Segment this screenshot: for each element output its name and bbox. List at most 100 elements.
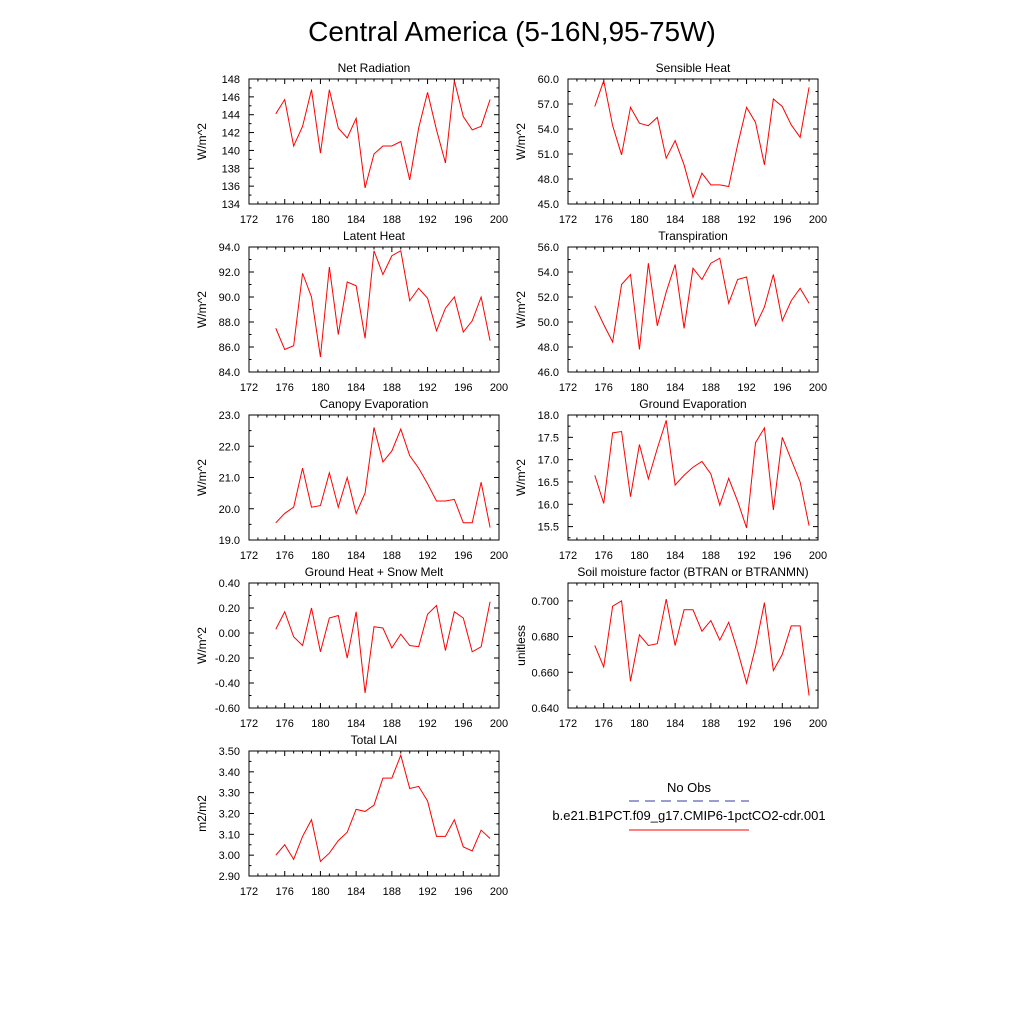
series-line — [275, 427, 491, 528]
y-tick-label: 46.0 — [538, 367, 559, 379]
x-tick-label: 200 — [490, 718, 508, 730]
x-tick-label: 176 — [276, 886, 294, 898]
x-tick-label: 192 — [737, 382, 755, 394]
y-tick-label: 2.90 — [219, 871, 240, 883]
x-tick-label: 180 — [311, 886, 329, 898]
y-tick-label: 0.40 — [219, 578, 240, 590]
x-tick-label: 172 — [559, 214, 577, 226]
series-line — [594, 420, 810, 529]
x-tick-label: 188 — [383, 214, 401, 226]
y-tick-label: 0.660 — [531, 667, 559, 679]
y-tick-label: 0.20 — [219, 603, 240, 615]
y-tick-label: 18.0 — [538, 410, 559, 422]
x-tick-label: 200 — [490, 382, 508, 394]
y-tick-label: 90.0 — [219, 292, 240, 304]
y-tick-label: -0.20 — [215, 653, 240, 665]
y-tick-label: 56.0 — [538, 242, 559, 254]
x-tick-label: 184 — [347, 214, 365, 226]
series-line — [275, 249, 491, 358]
x-tick-label: 188 — [702, 382, 720, 394]
x-tick-label: 188 — [383, 550, 401, 562]
y-tick-label: 52.0 — [538, 292, 559, 304]
panel-4: Canopy Evaporation 172 176 180 184 188 192 196 2… — [195, 397, 508, 562]
x-tick-label: 176 — [276, 718, 294, 730]
x-tick-label: 184 — [347, 718, 365, 730]
x-tick-label: 172 — [559, 550, 577, 562]
x-tick-label: 200 — [809, 382, 827, 394]
y-tick-label: 50.0 — [538, 317, 559, 329]
x-tick-label: 184 — [666, 214, 684, 226]
x-tick-label: 172 — [559, 718, 577, 730]
x-tick-label: 180 — [311, 718, 329, 730]
x-tick-label: 200 — [809, 718, 827, 730]
x-tick-label: 180 — [630, 382, 648, 394]
panel-5: Ground Evaporation 172 176 180 184 188 192 196 2… — [514, 397, 827, 562]
y-tick-label: 21.0 — [219, 473, 240, 485]
panel-title: Canopy Evaporation — [320, 397, 429, 411]
x-tick-label: 196 — [773, 214, 791, 226]
x-tick-label: 200 — [809, 550, 827, 562]
x-tick-label: 200 — [490, 214, 508, 226]
y-tick-label: 23.0 — [219, 410, 240, 422]
x-tick-label: 184 — [666, 718, 684, 730]
panel-title: Sensible Heat — [656, 61, 731, 75]
y-axis-label: W/m^2 — [514, 291, 528, 328]
y-tick-label: 3.20 — [219, 809, 240, 821]
panel-title: Soil moisture factor (BTRAN or BTRANMN) — [577, 565, 808, 579]
y-tick-label: 3.00 — [219, 850, 240, 862]
x-tick-label: 172 — [240, 886, 258, 898]
x-tick-label: 188 — [383, 718, 401, 730]
x-tick-label: 184 — [666, 382, 684, 394]
series-line — [594, 598, 810, 696]
x-tick-label: 184 — [347, 550, 365, 562]
x-tick-label: 188 — [702, 214, 720, 226]
legend-obs-label: No Obs — [667, 780, 712, 795]
x-tick-label: 172 — [240, 550, 258, 562]
x-tick-label: 180 — [311, 214, 329, 226]
x-tick-label: 196 — [454, 382, 472, 394]
y-tick-label: 138 — [222, 163, 240, 175]
legend-model-label: b.e21.B1PCT.f09_g17.CMIP6-1pctCO2-cdr.00… — [552, 808, 825, 823]
y-tick-label: 19.0 — [219, 535, 240, 547]
x-tick-label: 188 — [702, 718, 720, 730]
x-tick-label: 192 — [418, 550, 436, 562]
y-tick-label: 51.0 — [538, 149, 559, 161]
y-tick-label: 48.0 — [538, 342, 559, 354]
x-tick-label: 176 — [276, 214, 294, 226]
plot-frame — [567, 78, 819, 205]
plot-frame — [567, 582, 819, 709]
x-tick-label: 196 — [454, 550, 472, 562]
y-axis-label: W/m^2 — [195, 627, 209, 664]
x-tick-label: 184 — [666, 550, 684, 562]
y-tick-label: 17.0 — [538, 455, 559, 467]
y-axis-label: unitless — [514, 625, 528, 666]
panel-title: Net Radiation — [338, 61, 411, 75]
panel-8: Total LAI 172 176 180 184 188 192 196 200 2.90 3.0… — [195, 733, 508, 898]
series-line — [594, 78, 810, 199]
y-axis-label: m2/m2 — [195, 795, 209, 832]
panels: Net Radiation 172 176 180 184 188 192 196 200 134… — [195, 61, 827, 898]
y-tick-label: -0.40 — [215, 678, 240, 690]
y-tick-label: 140 — [222, 145, 240, 157]
panel-title: Ground Heat + Snow Melt — [305, 565, 444, 579]
x-tick-label: 180 — [311, 550, 329, 562]
x-tick-label: 196 — [454, 718, 472, 730]
legend: No Obs b.e21.B1PCT.f09_g17.CMIP6-1pctCO2… — [552, 780, 826, 831]
panel-6: Ground Heat + Snow Melt 172 176 180 184 188 19… — [195, 565, 508, 730]
y-tick-label: 148 — [222, 74, 240, 86]
panel-title: Latent Heat — [343, 229, 406, 243]
y-tick-label: 3.30 — [219, 788, 240, 800]
y-tick-label: 22.0 — [219, 441, 240, 453]
x-tick-label: 192 — [737, 718, 755, 730]
plot-frame — [567, 414, 819, 541]
y-tick-label: 60.0 — [538, 74, 559, 86]
y-tick-label: 54.0 — [538, 124, 559, 136]
x-tick-label: 196 — [773, 550, 791, 562]
y-tick-label: 0.680 — [531, 632, 559, 644]
x-tick-label: 180 — [630, 214, 648, 226]
y-tick-label: 0.00 — [219, 628, 240, 640]
panel-title: Total LAI — [351, 733, 398, 747]
x-tick-label: 176 — [595, 550, 613, 562]
x-tick-label: 176 — [276, 550, 294, 562]
